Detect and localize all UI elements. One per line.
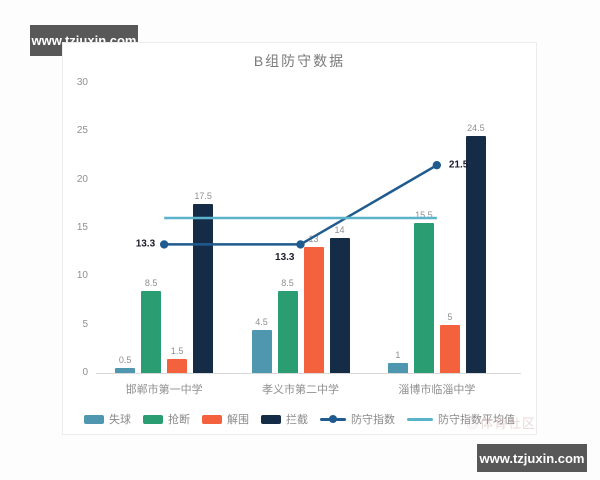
y-axis-tick-label: 20 — [76, 173, 88, 185]
bar-解围-2 — [303, 247, 324, 373]
legend-item-解围: 解围 — [202, 411, 249, 427]
bar-value-label: 4.5 — [255, 316, 268, 327]
bar-拦截-2 — [329, 237, 350, 373]
watermark-text: www.tzjuxin.com — [479, 450, 585, 466]
line-point-label: 21.5 — [448, 159, 469, 171]
line-marker — [432, 160, 442, 170]
line-point-label: 13.3 — [275, 252, 295, 264]
bar-value-label: 1.5 — [170, 345, 184, 356]
legend-swatch — [84, 414, 104, 424]
bar-失球-2 — [251, 329, 272, 373]
bar-value-label: 5 — [447, 311, 453, 322]
y-axis-tick-label: 15 — [76, 222, 88, 233]
watermark-faint: ◎体育社区 — [466, 416, 537, 431]
x-axis-category-label: 邯郸市第一中学 — [125, 384, 203, 396]
legend-label: 拦截 — [286, 414, 308, 426]
x-axis-category-label: 孝义市第二中学 — [262, 384, 339, 396]
legend-label: 抢断 — [168, 414, 190, 426]
bar-value-label: 15.5 — [415, 210, 433, 221]
legend-swatch — [143, 414, 163, 424]
y-axis-tick-label: 0 — [82, 367, 88, 378]
legend-line-swatch — [320, 415, 346, 423]
bar-value-label: 0.5 — [118, 355, 132, 366]
bar-解围-1 — [167, 358, 188, 373]
x-axis-category-label: 淄博市临淄中学 — [398, 384, 476, 396]
bar-拦截-1 — [193, 203, 214, 373]
bar-失球-1 — [115, 368, 136, 373]
x-axis-line — [96, 373, 521, 374]
legend-line-marker-dot — [329, 415, 337, 423]
legend-swatch — [261, 414, 281, 424]
bar-value-label: 17.5 — [194, 190, 212, 201]
legend-item-失球: 失球 — [84, 411, 131, 427]
bar-value-label: 8.5 — [144, 277, 158, 288]
bar-value-label: 8.5 — [281, 277, 294, 288]
bar-value-label: 1 — [395, 350, 401, 361]
bar-抢断-1 — [141, 290, 162, 373]
y-axis-tick-label: 25 — [76, 125, 88, 137]
line-point-label: 13.3 — [135, 238, 156, 250]
legend-swatch — [202, 414, 222, 424]
legend-item-拦截: 拦截 — [261, 411, 308, 427]
plot-area: 0 5 10 15 20 25 30 邯郸市第一中学 孝义市第二中学 淄博市临淄中学 0.5 4.5 1… — [63, 43, 536, 434]
chart-card: B组防守数据 0 5 10 15 20 25 30 邯郸市第一中学 孝义市第二中学 淄博市临淄中学… — [62, 42, 537, 435]
y-axis-tick-label: 30 — [76, 77, 88, 88]
bar-抢断-3 — [413, 223, 434, 373]
bar-解围-3 — [439, 324, 460, 373]
chart-title: B组防守数据 — [253, 53, 346, 69]
bar-value-label: 24.5 — [467, 123, 485, 134]
legend-item-抢断: 抢断 — [143, 411, 190, 427]
legend-label: 防守指数 — [351, 414, 395, 426]
legend-line-swatch — [407, 417, 433, 421]
legend-item-防守指数: 防守指数 — [320, 411, 395, 427]
y-axis-tick-label: 5 — [82, 318, 88, 330]
bar-抢断-2 — [277, 290, 298, 373]
bar-失球-3 — [387, 363, 408, 373]
legend-label: 失球 — [109, 414, 131, 426]
y-axis-tick-label: 10 — [76, 270, 88, 282]
line-marker — [159, 240, 169, 249]
legend-label: 防守指数平均值 — [438, 414, 515, 426]
bar-value-label: 14 — [334, 224, 345, 235]
legend-item-防守指数平均值: 防守指数平均值 — [407, 411, 515, 427]
watermark-bottom-right: www.tzjuxin.com — [477, 444, 587, 472]
legend-label: 解围 — [227, 414, 249, 426]
chart-legend: 失球 抢断 解围 拦截 防守指数 防守指数平均值 — [63, 411, 536, 427]
bar-拦截-3 — [465, 136, 486, 373]
